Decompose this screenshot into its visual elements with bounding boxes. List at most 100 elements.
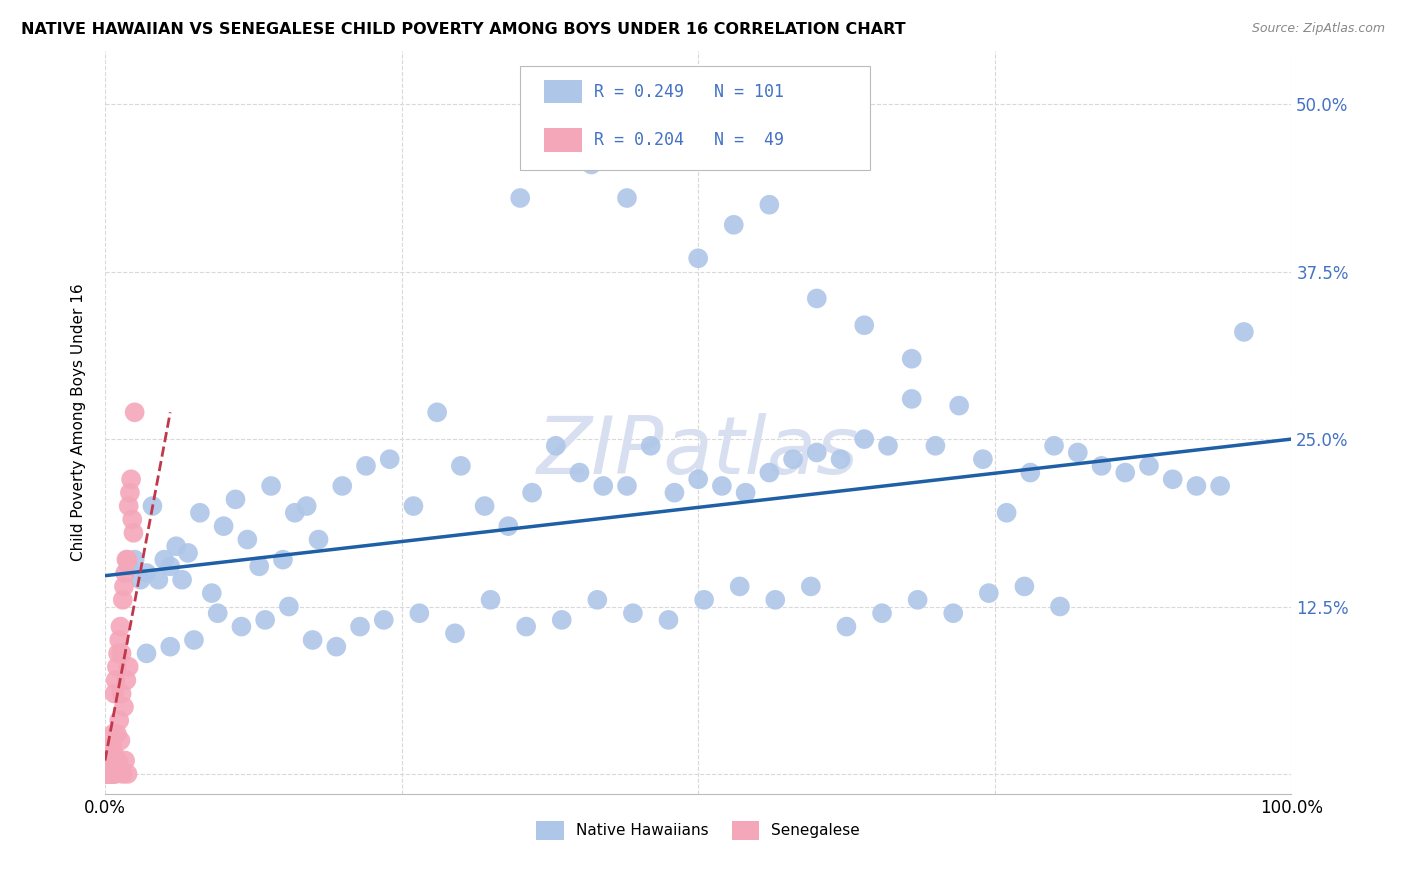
Point: [734, 485, 756, 500]
Point: [110, 619, 132, 633]
Point: [568, 466, 591, 480]
Point: [118, 660, 141, 674]
Point: [295, 499, 318, 513]
Point: [758, 197, 780, 211]
Point: [301, 632, 323, 647]
Point: [586, 592, 609, 607]
Point: [723, 218, 745, 232]
Point: [479, 592, 502, 607]
Point: [330, 479, 353, 493]
Point: [308, 533, 330, 547]
Point: [325, 640, 347, 654]
Point: [948, 399, 970, 413]
Point: [277, 599, 299, 614]
Point: [870, 606, 893, 620]
Point: [782, 452, 804, 467]
Point: [111, 592, 134, 607]
Bar: [544, 79, 582, 103]
Text: NATIVE HAWAIIAN VS SENEGALESE CHILD POVERTY AMONG BOYS UNDER 16 CORRELATION CHAR: NATIVE HAWAIIAN VS SENEGALESE CHILD POVE…: [21, 22, 905, 37]
Point: [105, 660, 128, 674]
Point: [354, 458, 377, 473]
Point: [121, 512, 143, 526]
Point: [664, 485, 686, 500]
Point: [100, 760, 122, 774]
Point: [1185, 479, 1208, 493]
Point: [96, 767, 118, 781]
Point: [551, 613, 574, 627]
Point: [544, 439, 567, 453]
Point: [122, 525, 145, 540]
Text: R = 0.204   N =  49: R = 0.204 N = 49: [593, 131, 783, 149]
Point: [108, 714, 131, 728]
Point: [877, 439, 900, 453]
Point: [135, 646, 157, 660]
Point: [96, 767, 118, 781]
Point: [97, 767, 120, 781]
Point: [103, 767, 125, 781]
Point: [408, 606, 430, 620]
Point: [96, 767, 118, 781]
Point: [110, 733, 132, 747]
Point: [900, 392, 922, 406]
Point: [373, 613, 395, 627]
Point: [103, 767, 125, 781]
Point: [104, 767, 127, 781]
Point: [474, 499, 496, 513]
Point: [165, 539, 187, 553]
Point: [148, 573, 170, 587]
Y-axis label: Child Poverty Among Boys Under 16: Child Poverty Among Boys Under 16: [72, 284, 86, 561]
Point: [159, 640, 181, 654]
Point: [1233, 325, 1256, 339]
Point: [124, 552, 146, 566]
Point: [98, 767, 121, 781]
Point: [900, 351, 922, 366]
Point: [112, 700, 135, 714]
Point: [924, 439, 946, 453]
Point: [806, 292, 828, 306]
Bar: [544, 128, 582, 152]
Point: [907, 592, 929, 607]
Point: [1043, 439, 1066, 453]
Point: [115, 673, 138, 688]
Point: [96, 767, 118, 781]
Point: [135, 566, 157, 580]
Point: [110, 687, 132, 701]
Point: [101, 740, 124, 755]
Point: [97, 767, 120, 781]
Text: ZIPatlas: ZIPatlas: [537, 413, 859, 491]
Point: [710, 479, 733, 493]
Point: [1014, 579, 1036, 593]
Point: [657, 613, 679, 627]
Point: [835, 619, 858, 633]
Point: [515, 619, 537, 633]
Point: [107, 754, 129, 768]
Point: [349, 619, 371, 633]
Point: [1090, 458, 1112, 473]
Point: [498, 519, 520, 533]
Point: [544, 137, 567, 152]
Point: [118, 559, 141, 574]
Legend: Native Hawaiians, Senegalese: Native Hawaiians, Senegalese: [530, 815, 866, 846]
Text: Source: ZipAtlas.com: Source: ZipAtlas.com: [1251, 22, 1385, 36]
Point: [763, 592, 786, 607]
Point: [224, 492, 246, 507]
Point: [254, 613, 277, 627]
FancyBboxPatch shape: [520, 65, 870, 169]
Point: [806, 445, 828, 459]
Point: [112, 579, 135, 593]
Point: [1019, 466, 1042, 480]
Point: [621, 606, 644, 620]
Point: [977, 586, 1000, 600]
Point: [110, 646, 132, 660]
Point: [141, 499, 163, 513]
Point: [592, 479, 614, 493]
Point: [402, 499, 425, 513]
Point: [96, 767, 118, 781]
Point: [114, 566, 136, 580]
Point: [520, 485, 543, 500]
Point: [97, 754, 120, 768]
Point: [118, 499, 141, 513]
Point: [1067, 445, 1090, 459]
Point: [247, 559, 270, 574]
Point: [231, 619, 253, 633]
